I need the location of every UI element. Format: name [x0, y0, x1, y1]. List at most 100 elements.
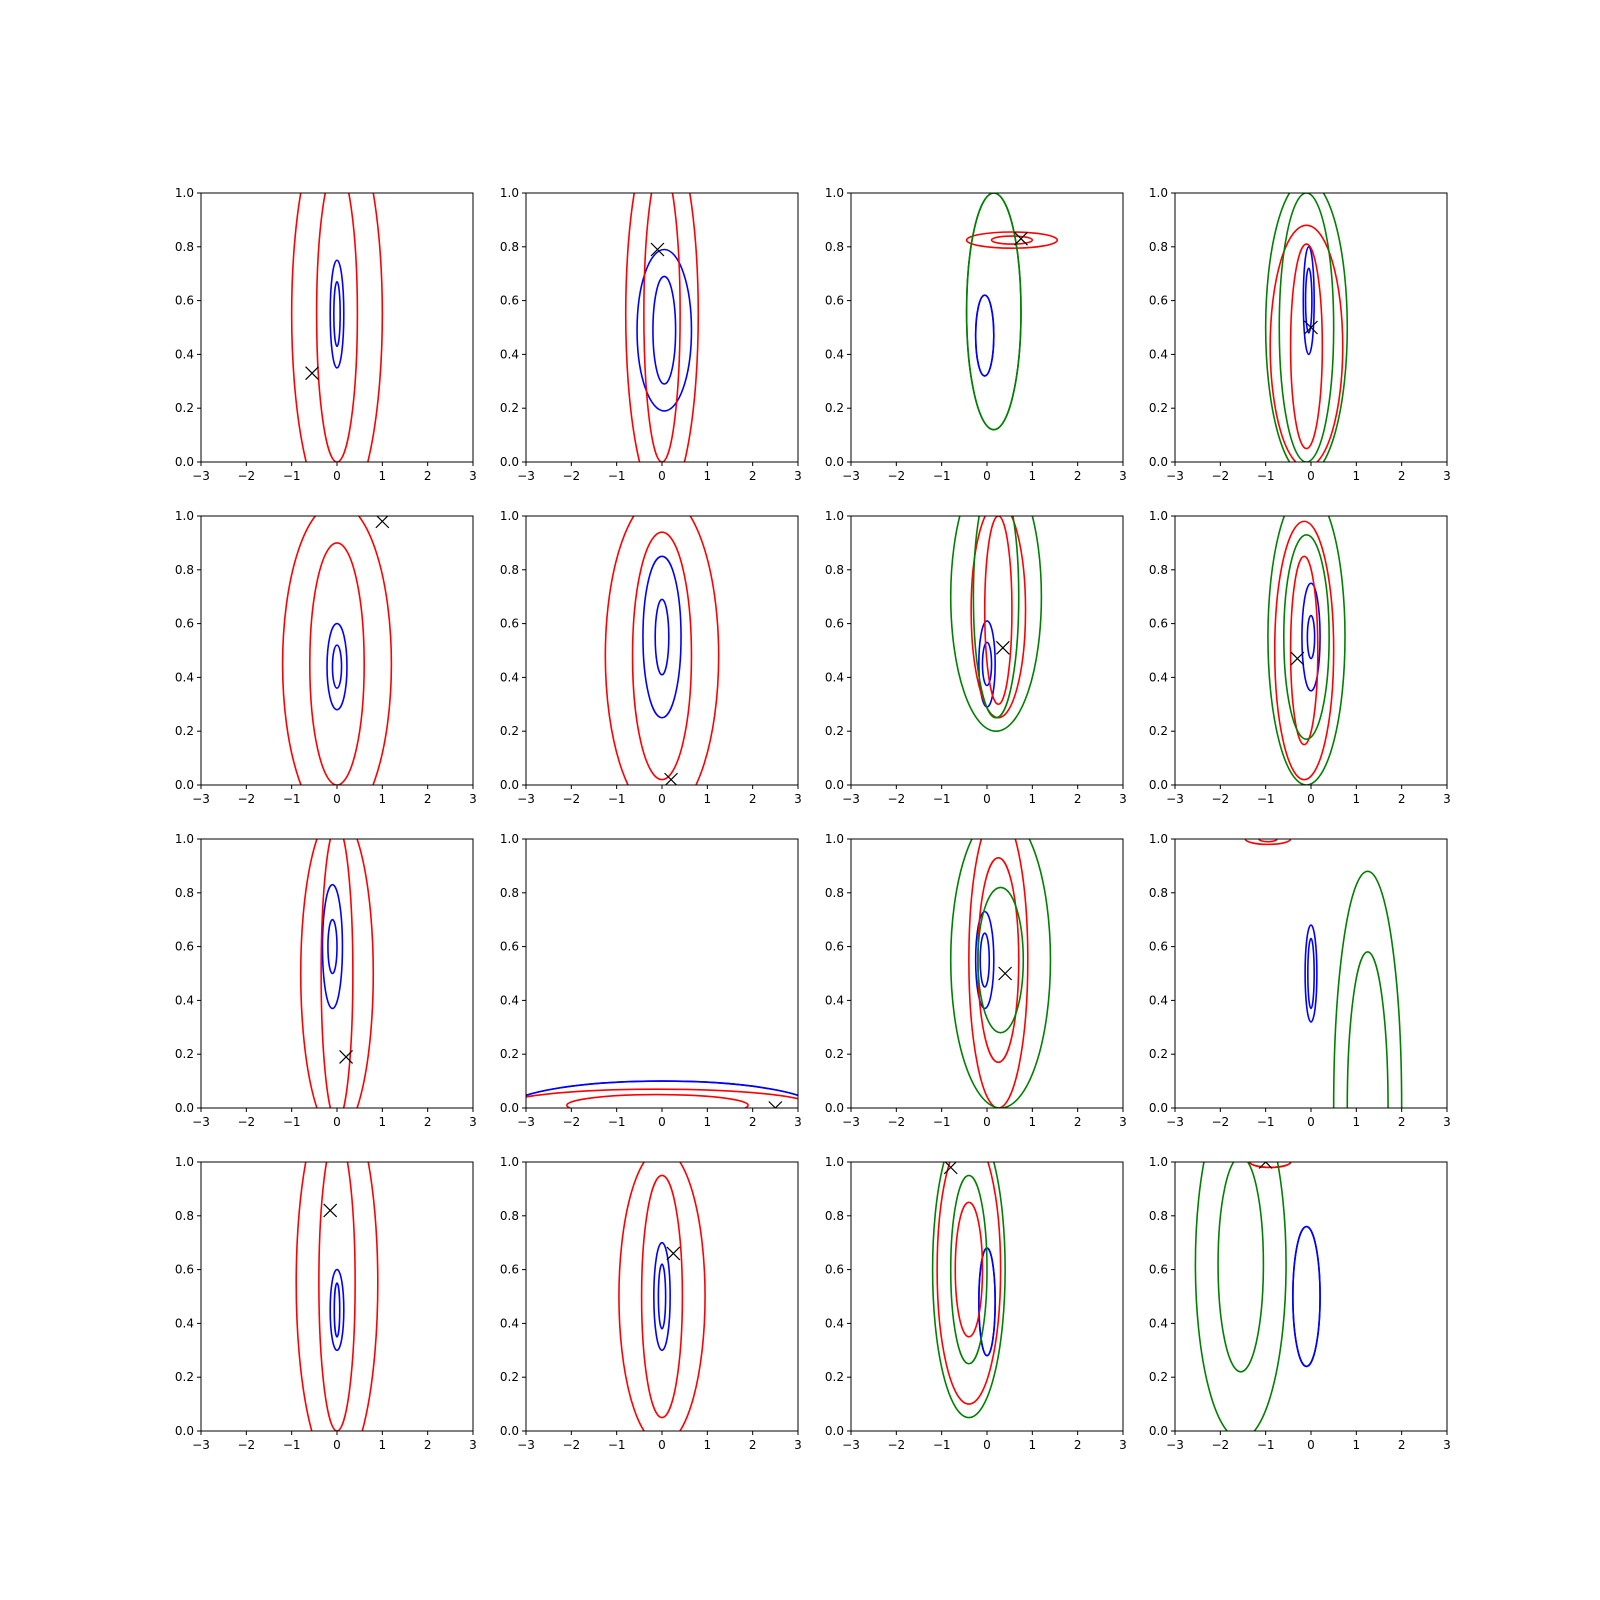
plot-area: [526, 1080, 798, 1108]
y-tick-label: 0.6: [1149, 294, 1168, 308]
y-tick-label: 0.2: [1149, 1047, 1168, 1061]
green-contour-level-2: [931, 1162, 1006, 1419]
x-tick-label: −2: [887, 792, 905, 806]
y-tick-label: 0.6: [1149, 617, 1168, 631]
x-tick-label: 2: [749, 792, 757, 806]
y-tick-label: 0.4: [1149, 1316, 1168, 1330]
x-marker: [666, 1246, 681, 1261]
x-marker: [768, 1101, 783, 1108]
x-tick-label: −3: [842, 469, 860, 483]
green-contour-level-1: [1278, 193, 1335, 462]
y-tick-label: 0.2: [500, 724, 519, 738]
x-tick-label: 3: [469, 1115, 477, 1129]
x-tick-label: 1: [379, 469, 387, 483]
blue-contour-level-2: [321, 883, 344, 1010]
blue-contour-level-2: [1302, 246, 1315, 356]
x-marker: [1304, 320, 1318, 335]
x-tick-label: −3: [192, 469, 210, 483]
x-tick-label: −3: [842, 1438, 860, 1452]
x-tick-label: −2: [1211, 792, 1229, 806]
x-tick-label: 0: [983, 792, 991, 806]
x-tick-label: 3: [1119, 1438, 1127, 1452]
y-tick-label: 1.0: [175, 1155, 194, 1169]
x-tick-label: 0: [983, 469, 991, 483]
x-tick-label: −2: [237, 1115, 255, 1129]
y-tick-label: 0.0: [825, 1424, 844, 1438]
y-tick-label: 0.0: [175, 1101, 194, 1115]
plot-area: [965, 193, 1059, 431]
x-tick-label: 1: [704, 469, 712, 483]
x-tick-label: −1: [608, 1115, 626, 1129]
x-tick-label: 0: [983, 1438, 991, 1452]
y-tick-label: 0.8: [825, 240, 844, 254]
y-tick-label: 0.6: [825, 294, 844, 308]
x-tick-label: 0: [1307, 792, 1315, 806]
y-tick-label: 1.0: [825, 832, 844, 846]
subplot-5: −3 −2 −1 0 1 2 3 0.0 0.2 0.4 0.6 0.8 1.0: [175, 509, 477, 806]
x-tick-label: −2: [1211, 1115, 1229, 1129]
y-tick-label: 1.0: [825, 509, 844, 523]
x-tick-label: −1: [1257, 1438, 1275, 1452]
plot-area: [295, 1162, 379, 1431]
green-contour-level-1: [977, 886, 1025, 1034]
x-tick-label: −1: [608, 469, 626, 483]
green-contour-level-2: [1264, 193, 1349, 462]
y-tick-label: 0.0: [500, 778, 519, 792]
subplot-10: −3 −2 −1 0 1 2 3 0.0 0.2 0.4 0.6 0.8 1.0: [500, 832, 802, 1129]
x-tick-label: −2: [237, 792, 255, 806]
x-tick-label: 1: [1029, 792, 1037, 806]
y-tick-label: 0.6: [825, 940, 844, 954]
y-tick-label: 1.0: [175, 509, 194, 523]
y-tick-label: 0.4: [825, 347, 844, 361]
x-tick-label: 0: [333, 1438, 341, 1452]
x-tick-label: 2: [1398, 469, 1406, 483]
y-tick-label: 0.6: [500, 940, 519, 954]
red-contour-level-2: [1244, 839, 1292, 846]
y-tick-label: 0.6: [175, 617, 194, 631]
x-marker: [943, 1162, 958, 1175]
blue-contour-level-2: [1292, 1225, 1321, 1368]
x-tick-label: −2: [562, 469, 580, 483]
red-contour-level-1: [983, 516, 1013, 706]
x-tick-label: 0: [658, 1115, 666, 1129]
x-tick-label: 0: [1307, 1115, 1315, 1129]
x-tick-label: −3: [517, 469, 535, 483]
blue-contour-level-2: [636, 248, 693, 412]
y-tick-label: 0.8: [500, 886, 519, 900]
y-tick-label: 0.0: [825, 1101, 844, 1115]
x-tick-label: 2: [1398, 1115, 1406, 1129]
x-tick-label: 3: [794, 1438, 802, 1452]
x-marker: [664, 772, 678, 785]
y-tick-label: 0.6: [500, 617, 519, 631]
x-tick-label: 2: [424, 469, 432, 483]
x-marker: [305, 366, 319, 381]
x-tick-label: −1: [933, 792, 951, 806]
green-contour-level-1: [1283, 534, 1330, 741]
blue-contour-level-1: [331, 644, 343, 689]
x-tick-label: 3: [469, 469, 477, 483]
blue-contour-level-2: [653, 1241, 671, 1352]
red-contour-level-1: [1258, 839, 1278, 843]
green-contour-level-1: [1217, 1162, 1265, 1373]
red-contour-level-1: [990, 235, 1034, 245]
subplot-13: −3 −2 −1 0 1 2 3 0.0 0.2 0.4 0.6 0.8 1.0: [175, 1155, 477, 1452]
x-tick-label: 0: [658, 792, 666, 806]
x-tick-label: 3: [1443, 1115, 1451, 1129]
red-contour-level-2: [290, 193, 384, 462]
x-tick-label: −3: [192, 792, 210, 806]
x-tick-label: 2: [424, 1115, 432, 1129]
x-tick-label: −2: [1211, 1438, 1229, 1452]
subplot-11: −3 −2 −1 0 1 2 3 0.0 0.2 0.4 0.6 0.8 1.0: [825, 832, 1127, 1129]
x-marker: [650, 242, 665, 257]
subplot-16: −3 −2 −1 0 1 2 3 0.0 0.2 0.4 0.6 0.8 1.0: [1149, 1155, 1451, 1452]
x-tick-label: 3: [1119, 469, 1127, 483]
y-tick-label: 1.0: [1149, 509, 1168, 523]
x-tick-label: 1: [704, 1115, 712, 1129]
y-tick-label: 1.0: [1149, 186, 1168, 200]
red-contour-level-2: [295, 1162, 379, 1431]
y-tick-label: 0.4: [1149, 347, 1168, 361]
x-tick-label: −3: [1166, 792, 1184, 806]
y-tick-label: 0.0: [1149, 1101, 1168, 1115]
x-tick-label: −2: [237, 1438, 255, 1452]
x-tick-label: −1: [283, 1115, 301, 1129]
